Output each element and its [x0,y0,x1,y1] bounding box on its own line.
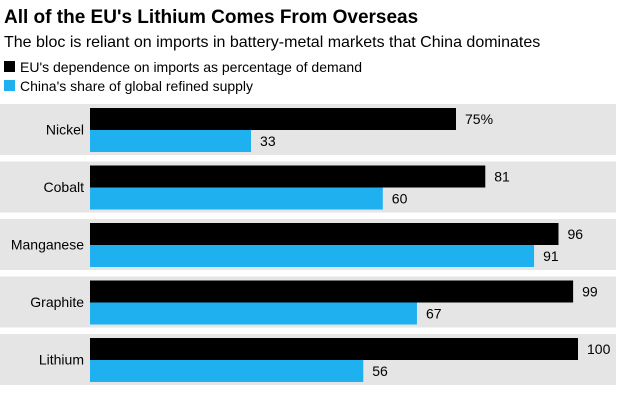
category-label-graphite: Graphite [30,294,84,310]
value-label-eu-dependence-cobalt: 81 [494,169,510,185]
bar-eu-dependence-nickel [90,108,456,130]
bar-china-share-nickel [90,130,252,152]
bar-china-share-lithium [90,360,364,382]
chart-subtitle: The bloc is reliant on imports in batter… [4,34,541,51]
value-label-china-share-lithium: 56 [372,363,388,379]
category-label-nickel: Nickel [46,122,84,138]
bar-eu-dependence-cobalt [90,165,486,188]
bar-eu-dependence-graphite [90,280,574,303]
bar-eu-dependence-manganese [90,223,559,245]
bar-china-share-cobalt [90,187,383,210]
legend-label-china-share: China's share of global refined supply [20,77,254,94]
value-label-china-share-nickel: 33 [260,133,276,149]
category-label-cobalt: Cobalt [44,179,85,195]
chart-title: All of the EU's Lithium Comes From Overs… [4,7,419,28]
category-label-lithium: Lithium [39,352,84,368]
legend-swatch-black [4,61,15,72]
bar-eu-dependence-lithium [90,338,578,360]
value-label-eu-dependence-manganese: 96 [567,226,583,242]
value-label-eu-dependence-lithium: 100 [587,341,611,357]
legend-item-eu-dependence: EU's dependence on imports as percentage… [4,57,362,76]
value-label-eu-dependence-nickel: 75% [465,111,493,127]
legend-swatch-blue [4,80,15,91]
legend-item-china-share: China's share of global refined supply [4,76,362,95]
value-label-china-share-cobalt: 60 [392,191,408,207]
value-label-china-share-manganese: 91 [543,248,559,264]
value-label-eu-dependence-graphite: 99 [582,284,598,300]
legend-label-eu-dependence: EU's dependence on imports as percentage… [20,58,363,75]
value-label-china-share-graphite: 67 [426,306,442,322]
bar-china-share-graphite [90,302,417,325]
bar-china-share-manganese [90,245,535,267]
category-label-manganese: Manganese [11,237,84,253]
legend: EU's dependence on imports as percentage… [4,57,362,95]
